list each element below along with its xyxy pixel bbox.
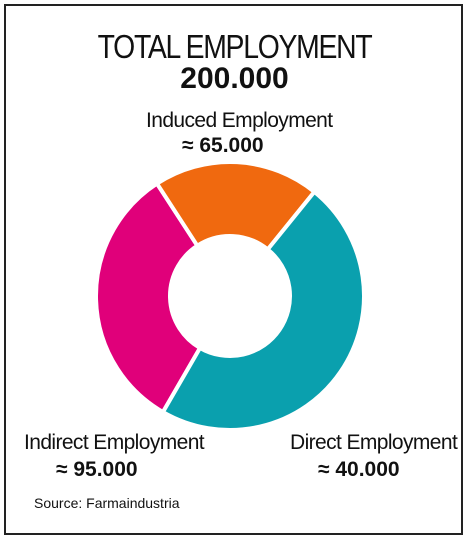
label-direct: Direct Employment (290, 431, 458, 454)
label-indirect: Indirect Employment (24, 431, 205, 454)
slice-indirect (161, 189, 366, 432)
chart-frame (4, 4, 463, 535)
chart-title: TOTAL EMPLOYMENT (97, 28, 373, 65)
slice-direct (155, 160, 317, 252)
slice-induced (94, 181, 202, 415)
value-direct: ≈ 40.000 (318, 458, 400, 481)
chart-total: 200.000 (180, 62, 289, 95)
value-indirect: ≈ 95.000 (56, 458, 138, 481)
value-induced: ≈ 65.000 (182, 134, 264, 157)
label-induced: Induced Employment (146, 109, 333, 132)
source-note: Source: Farmaindustria (34, 495, 180, 511)
